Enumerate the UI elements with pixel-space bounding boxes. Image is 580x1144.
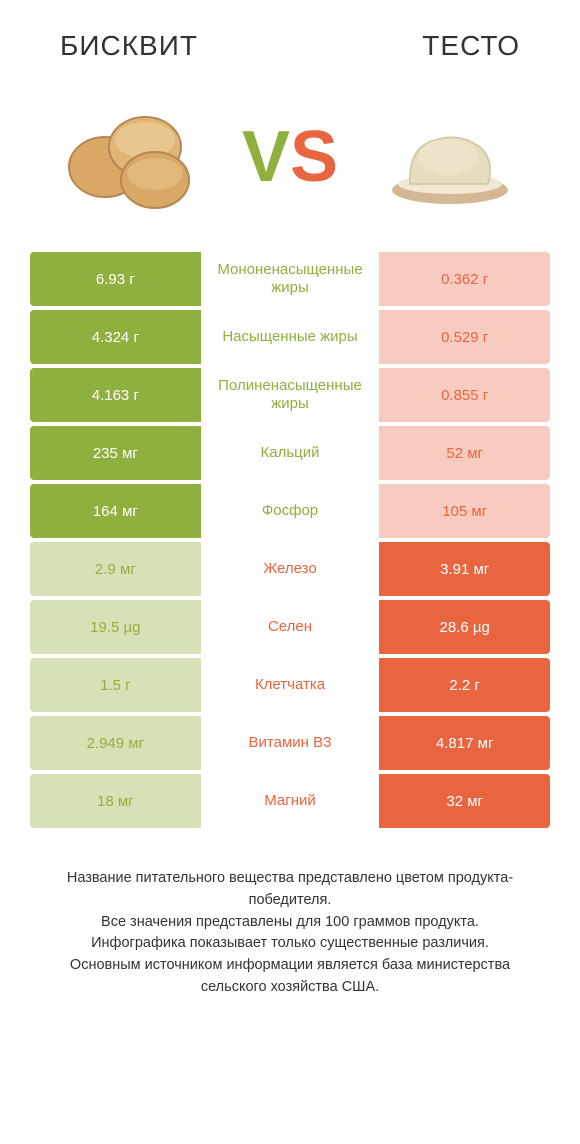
- right-value-cell: 28.6 µg: [379, 600, 550, 654]
- left-value-cell: 2.949 мг: [30, 716, 201, 770]
- nutrient-label-cell: Магний: [201, 774, 380, 828]
- nutrient-label-cell: Кальций: [201, 426, 380, 480]
- footer-line: Все значения представлены для 100 граммо…: [40, 912, 540, 934]
- table-row: 235 мгКальций52 мг: [30, 426, 550, 480]
- left-value-cell: 6.93 г: [30, 252, 201, 306]
- table-row: 19.5 µgСелен28.6 µg: [30, 600, 550, 654]
- dough-illustration: [380, 102, 520, 212]
- footer-line: Основным источником информации является …: [40, 955, 540, 999]
- table-row: 1.5 гКлетчатка2.2 г: [30, 658, 550, 712]
- nutrient-label-cell: Полиненасыщенные жиры: [201, 368, 380, 422]
- title-row: БИСКВИТ ТЕСТО: [30, 20, 550, 92]
- left-value-cell: 2.9 мг: [30, 542, 201, 596]
- nutrient-label-cell: Селен: [201, 600, 380, 654]
- left-value-cell: 1.5 г: [30, 658, 201, 712]
- table-row: 164 мгФосфор105 мг: [30, 484, 550, 538]
- nutrient-label-cell: Железо: [201, 542, 380, 596]
- nutrient-label-cell: Клетчатка: [201, 658, 380, 712]
- nutrient-label-cell: Фосфор: [201, 484, 380, 538]
- left-value-cell: 235 мг: [30, 426, 201, 480]
- left-value-cell: 19.5 µg: [30, 600, 201, 654]
- table-row: 6.93 гМононенасыщенные жиры0.362 г: [30, 252, 550, 306]
- nutrient-label-cell: Насыщенные жиры: [201, 310, 380, 364]
- comparison-table: 6.93 гМононенасыщенные жиры0.362 г4.324 …: [30, 252, 550, 828]
- right-value-cell: 32 мг: [379, 774, 550, 828]
- hero-row: VS: [30, 92, 550, 252]
- footer-notes: Название питательного вещества представл…: [30, 868, 550, 999]
- right-value-cell: 3.91 мг: [379, 542, 550, 596]
- right-product-title: ТЕСТО: [422, 30, 520, 62]
- table-row: 4.163 гПолиненасыщенные жиры0.855 г: [30, 368, 550, 422]
- right-value-cell: 4.817 мг: [379, 716, 550, 770]
- right-value-cell: 0.855 г: [379, 368, 550, 422]
- left-value-cell: 4.163 г: [30, 368, 201, 422]
- right-value-cell: 2.2 г: [379, 658, 550, 712]
- right-value-cell: 0.362 г: [379, 252, 550, 306]
- nutrient-label-cell: Мононенасыщенные жиры: [201, 252, 380, 306]
- table-row: 4.324 гНасыщенные жиры0.529 г: [30, 310, 550, 364]
- vs-v: V: [242, 116, 290, 198]
- nutrient-label-cell: Витамин B3: [201, 716, 380, 770]
- table-row: 2.949 мгВитамин B34.817 мг: [30, 716, 550, 770]
- right-value-cell: 105 мг: [379, 484, 550, 538]
- left-value-cell: 164 мг: [30, 484, 201, 538]
- right-value-cell: 52 мг: [379, 426, 550, 480]
- footer-line: Инфографика показывает только существенн…: [40, 933, 540, 955]
- vs-label: VS: [242, 116, 338, 198]
- table-row: 18 мгМагний32 мг: [30, 774, 550, 828]
- left-value-cell: 4.324 г: [30, 310, 201, 364]
- biscuit-illustration: [60, 102, 200, 212]
- right-value-cell: 0.529 г: [379, 310, 550, 364]
- footer-line: Название питательного вещества представл…: [40, 868, 540, 912]
- vs-s: S: [290, 116, 338, 198]
- infographic-container: БИСКВИТ ТЕСТО VS 6.93 гМононенасыщенны: [0, 0, 580, 1144]
- left-value-cell: 18 мг: [30, 774, 201, 828]
- left-product-title: БИСКВИТ: [60, 30, 198, 62]
- table-row: 2.9 мгЖелезо3.91 мг: [30, 542, 550, 596]
